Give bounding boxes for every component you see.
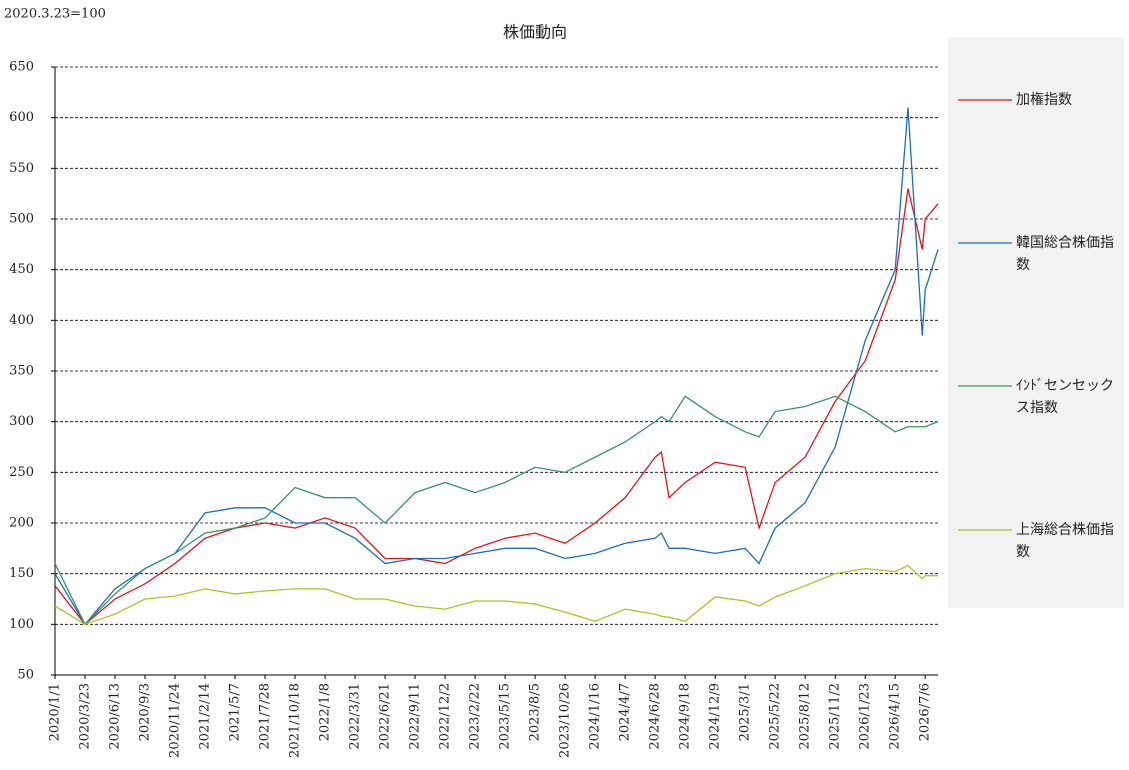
x-tick-label: 2024/6/28 xyxy=(648,683,663,750)
x-tick-label: 2025/8/12 xyxy=(798,683,813,750)
chart-title: 株価動向 xyxy=(503,23,567,42)
y-tick-label: 450 xyxy=(9,262,34,277)
x-tick-label: 2023/8/5 xyxy=(528,683,543,741)
x-tick-label: 2022/6/21 xyxy=(378,683,393,750)
x-tick-label: 2021/2/14 xyxy=(198,683,213,750)
legend-label: 韓国総合株価指数 xyxy=(1016,235,1114,273)
y-tick-label: 350 xyxy=(9,364,34,379)
x-tick-label: 2026/1/23 xyxy=(858,683,873,750)
x-tick-label: 2026/4/15 xyxy=(888,683,903,750)
legend-label: 上海総合株価指数 xyxy=(1016,522,1114,560)
legend-label: 加権指数 xyxy=(1016,92,1072,108)
x-tick-label: 2022/1/8 xyxy=(318,683,333,741)
y-tick-label: 250 xyxy=(9,465,34,480)
x-tick-label: 2023/2/22 xyxy=(468,683,483,750)
x-tick-label: 2022/9/11 xyxy=(408,683,423,750)
y-tick-label: 50 xyxy=(17,668,34,683)
series-line xyxy=(54,395,939,626)
x-tick-label: 2024/4/7 xyxy=(618,683,633,741)
y-tick-label: 100 xyxy=(9,617,34,632)
x-tick-label: 2020/3/23 xyxy=(78,683,93,750)
legend-box xyxy=(948,37,1124,608)
x-tick-label: 2024/9/18 xyxy=(678,683,693,750)
legend-label: ｲﾝﾄﾞセンセックス指数 xyxy=(1016,378,1114,416)
series-line xyxy=(54,564,938,626)
y-tick-label: 300 xyxy=(9,414,34,429)
x-tick-label: 2021/10/18 xyxy=(288,683,303,758)
x-tick-label: 2020/11/24 xyxy=(168,683,183,758)
x-tick-label: 2025/5/22 xyxy=(768,683,783,750)
y-tick-label: 650 xyxy=(9,60,34,75)
y-tick-label: 400 xyxy=(9,313,34,328)
y-tick-label: 550 xyxy=(9,161,34,176)
x-tick-label: 2026/7/6 xyxy=(918,683,933,741)
x-tick-label: 2021/7/28 xyxy=(258,683,273,750)
x-tick-label: 2024/12/9 xyxy=(708,683,723,750)
series-line xyxy=(54,188,939,626)
x-tick-label: 2023/10/26 xyxy=(558,683,573,758)
y-tick-label: 200 xyxy=(9,516,34,531)
y-tick-label: 600 xyxy=(9,110,34,125)
x-tick-label: 2021/5/7 xyxy=(228,683,243,741)
x-tick-label: 2020/9/3 xyxy=(138,683,153,741)
x-tick-label: 2020/1/1 xyxy=(48,683,63,741)
series-line xyxy=(54,107,939,626)
x-tick-label: 2020/6/13 xyxy=(108,683,123,750)
y-tick-label: 500 xyxy=(9,212,34,227)
x-tick-label: 2022/12/2 xyxy=(438,683,453,750)
x-tick-label: 2022/3/31 xyxy=(348,683,363,750)
x-tick-label: 2025/3/1 xyxy=(738,683,753,741)
x-tick-label: 2023/5/15 xyxy=(498,683,513,750)
subtitle: 2020.3.23=100 xyxy=(4,7,106,22)
x-tick-label: 2024/1/16 xyxy=(588,683,603,750)
y-tick-label: 150 xyxy=(9,566,34,581)
x-tick-label: 2025/11/2 xyxy=(828,683,843,750)
